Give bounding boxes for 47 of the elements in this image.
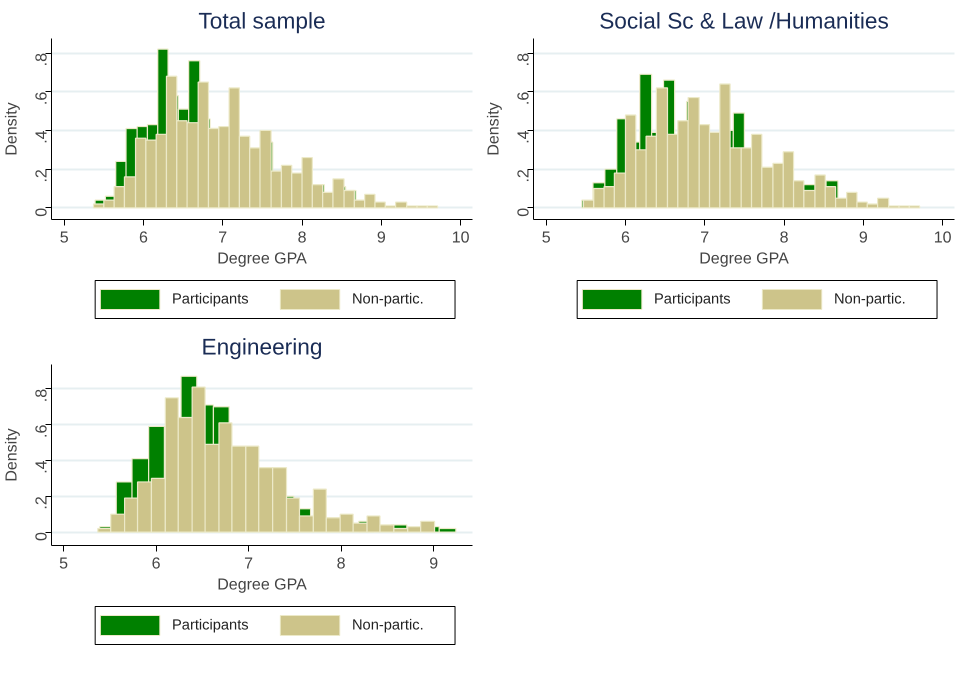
x-tick-label: 9 (376, 230, 386, 246)
y-tick-label: .2 (34, 169, 50, 183)
y-tick-label: .8 (516, 52, 532, 66)
y-tick-label: .6 (34, 424, 50, 438)
x-tick-label: 7 (700, 230, 710, 246)
legend-label: Non-partic. (352, 292, 424, 308)
x-axis-title: Degree GPA (217, 250, 308, 268)
x-axis-title: Degree GPA (699, 250, 790, 268)
x-tick-label: 10 (452, 230, 470, 246)
x-tick-label: 9 (858, 230, 868, 246)
x-tick-label: 6 (139, 230, 148, 246)
x-tick-label: 5 (60, 230, 69, 246)
y-tick-label: .4 (34, 130, 50, 144)
y-tick-label: .6 (516, 92, 532, 106)
y-axis-title: Density (4, 428, 20, 482)
chart-title: Social Sc & Law /Humanities (599, 8, 889, 34)
x-tick-label: 9 (429, 556, 438, 572)
y-tick-label: .2 (516, 169, 532, 183)
y-axis-title: Density (4, 102, 20, 156)
legend-label: Participants (172, 292, 249, 308)
y-tick-label: .2 (34, 496, 50, 510)
y-axis-title: Density (486, 102, 502, 156)
x-tick-label: 7 (244, 556, 254, 572)
y-tick-label: .4 (34, 460, 50, 474)
y-tick-label: 0 (34, 532, 50, 541)
legend-label: Non-partic. (352, 618, 424, 634)
x-tick-label: 5 (59, 556, 68, 572)
x-tick-label: 5 (542, 230, 551, 246)
legend-label: Participants (654, 292, 731, 308)
y-tick-label: .6 (34, 92, 50, 106)
x-tick-label: 6 (621, 230, 630, 246)
x-axis-title: Degree GPA (217, 576, 308, 594)
x-tick-label: 7 (218, 230, 228, 246)
x-tick-label: 8 (780, 230, 789, 246)
x-tick-label: 8 (336, 556, 346, 572)
y-tick-label: .4 (516, 130, 532, 144)
legend-label: Participants (172, 618, 249, 634)
y-tick-label: 0 (516, 208, 532, 217)
chart-title: Total sample (198, 8, 326, 34)
chart-title: Engineering (202, 334, 322, 360)
y-tick-label: 0 (34, 208, 50, 217)
x-tick-label: 6 (152, 556, 161, 572)
x-tick-label: 8 (298, 230, 307, 246)
y-tick-label: .8 (34, 388, 50, 402)
y-tick-label: .8 (34, 52, 50, 66)
legend-label: Non-partic. (834, 292, 906, 308)
x-tick-label: 10 (934, 230, 952, 246)
